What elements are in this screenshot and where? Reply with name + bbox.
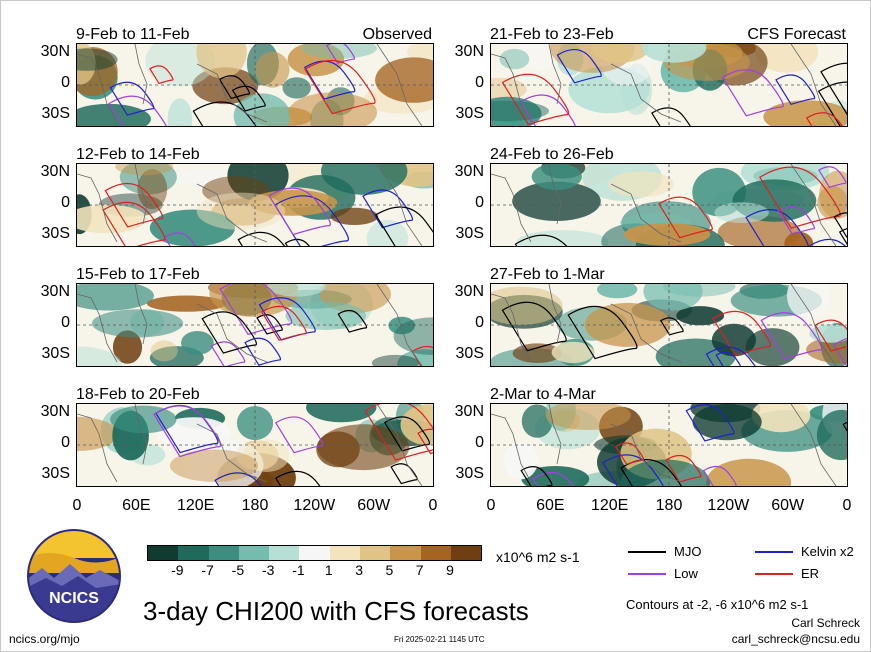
panel-date-range: 24-Feb to 26-Feb	[490, 146, 614, 163]
anomaly-map-panel	[76, 163, 434, 247]
anomaly-map-panel	[490, 403, 848, 487]
colorbar-swatch	[208, 546, 239, 560]
lon-tick-label: 60E	[122, 497, 151, 514]
anomaly-map-panel	[490, 43, 848, 127]
lat-tick-label: 0	[61, 74, 70, 91]
legend-label: ER	[801, 566, 820, 581]
anomaly-map-panel	[76, 283, 434, 367]
lat-tick-label: 30S	[41, 345, 70, 362]
colorbar-swatch	[329, 546, 361, 560]
colorbar-tick-label: 3	[355, 562, 363, 578]
logo-text: NCICS	[49, 590, 99, 607]
colorbar-tick-label: 7	[415, 562, 424, 578]
ncics-logo: NCICS	[27, 529, 121, 623]
lon-tick-label: 60E	[536, 497, 565, 514]
legend-line-swatch	[755, 573, 793, 575]
lat-tick-label: 30N	[40, 283, 70, 300]
lat-tick-label: 30S	[455, 465, 484, 482]
lat-tick-label: 0	[61, 314, 70, 331]
contour-note: Contours at -2, -6 x10^6 m2 s-1	[626, 597, 809, 612]
footer-author: Carl Schreck	[791, 616, 860, 630]
panel-date-range: 21-Feb to 23-Feb	[490, 26, 614, 43]
lat-tick-label: 30N	[454, 43, 484, 60]
colorbar-swatch	[299, 546, 330, 560]
anomaly-map-panel	[76, 403, 434, 487]
colorbar-tick-label: -9	[171, 562, 184, 578]
colorbar-units: x10^6 m2 s-1	[496, 549, 580, 565]
panel-date-range: 18-Feb to 20-Feb	[76, 386, 200, 403]
colorbar-tick-label: 9	[446, 562, 454, 578]
lat-tick-label: 30N	[454, 403, 484, 420]
colorbar-swatch	[360, 546, 391, 560]
lat-tick-label: 0	[475, 74, 484, 91]
legend-label: Low	[674, 566, 698, 581]
anomaly-map-panel	[490, 163, 848, 247]
lat-tick-label: 30S	[41, 225, 70, 242]
lat-tick-label: 30N	[454, 163, 484, 180]
lon-tick-label: 60W	[357, 497, 391, 514]
forecast-label: CFS Forecast	[747, 26, 846, 43]
lon-tick-label: 180	[241, 497, 269, 514]
legend-label: Kelvin x2	[801, 544, 854, 559]
colorbar	[147, 545, 483, 561]
colorbar-swatch	[450, 546, 482, 560]
lon-tick-label: 120E	[176, 497, 215, 514]
colorbar-swatch	[178, 546, 209, 560]
lat-tick-label: 30S	[41, 465, 70, 482]
lon-tick-label: 0	[72, 497, 82, 514]
legend-line-swatch	[628, 573, 666, 575]
lat-tick-label: 30S	[455, 105, 484, 122]
colorbar-tick-label: 1	[324, 562, 333, 578]
lat-tick-label: 0	[61, 434, 70, 451]
lon-tick-label: 120W	[293, 497, 336, 514]
colorbar-tick-label: -1	[292, 562, 305, 578]
panel-date-range: 2-Mar to 4-Mar	[490, 386, 596, 403]
panel-date-range: 9-Feb to 11-Feb	[76, 26, 190, 43]
legend-label: MJO	[674, 544, 702, 559]
colorbar-tick-label: 5	[385, 562, 394, 578]
colorbar-swatch	[148, 546, 179, 560]
lon-tick-label: 0	[428, 497, 438, 514]
legend-line-swatch	[755, 551, 793, 553]
lon-tick-label: 120W	[707, 497, 750, 514]
colorbar-swatch	[420, 546, 451, 560]
lat-tick-label: 30N	[40, 163, 70, 180]
panel-date-range: 12-Feb to 14-Feb	[76, 146, 200, 163]
panel-date-range: 15-Feb to 17-Feb	[76, 266, 200, 283]
colorbar-tick-label: -7	[201, 562, 214, 578]
panel-date-range: 27-Feb to 1-Mar	[490, 266, 605, 283]
footer-email: carl_schreck@ncsu.edu	[731, 632, 860, 646]
lat-tick-label: 30S	[455, 345, 484, 362]
lon-tick-label: 0	[842, 497, 852, 514]
lat-tick-label: 30N	[40, 43, 70, 60]
lat-tick-label: 30S	[41, 105, 70, 122]
lat-tick-label: 0	[475, 194, 484, 211]
colorbar-swatch	[238, 546, 270, 560]
lon-tick-label: 120E	[590, 497, 629, 514]
legend-line-swatch	[628, 551, 666, 553]
colorbar-swatch	[269, 546, 300, 560]
lon-tick-label: 60W	[771, 497, 805, 514]
lat-tick-label: 0	[475, 434, 484, 451]
footer-url: ncics.org/mjo	[9, 632, 80, 646]
colorbar-tick-label: -3	[261, 562, 275, 578]
observed-label: Observed	[362, 26, 432, 43]
colorbar-swatch	[390, 546, 421, 560]
chart-title: 3-day CHI200 with CFS forecasts	[143, 596, 529, 626]
anomaly-map-panel	[490, 283, 848, 367]
lon-tick-label: 180	[655, 497, 683, 514]
lat-tick-label: 0	[61, 194, 70, 211]
colorbar-tick-label: -5	[231, 562, 245, 578]
lat-tick-label: 30S	[455, 225, 484, 242]
anomaly-map-panel	[76, 43, 434, 127]
footer-timestamp: Fri 2025-02-21 1145 UTC	[394, 635, 485, 644]
lat-tick-label: 0	[475, 314, 484, 331]
lat-tick-label: 30N	[454, 283, 484, 300]
lat-tick-label: 30N	[40, 403, 70, 420]
lon-tick-label: 0	[486, 497, 496, 514]
